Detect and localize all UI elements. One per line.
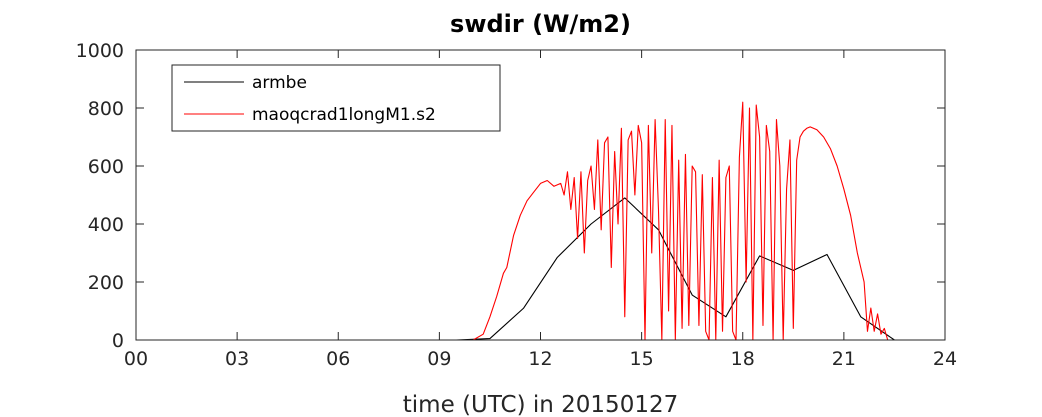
y-tick-label: 800 <box>88 98 124 120</box>
legend-label: maoqcrad1longM1.s2 <box>252 105 436 125</box>
chart-title: swdir (W/m2) <box>450 10 631 38</box>
y-tick-label: 1000 <box>76 40 124 62</box>
y-tick-label: 0 <box>112 330 124 352</box>
y-tick-label: 400 <box>88 214 124 236</box>
x-tick-label: 09 <box>427 348 451 370</box>
y-tick-label: 600 <box>88 156 124 178</box>
series-line-maoqcrad1longM1 <box>136 101 945 341</box>
x-tick-label: 18 <box>731 348 755 370</box>
legend: armbe maoqcrad1longM1.s2 <box>171 64 501 132</box>
x-tick-label: 15 <box>630 348 654 370</box>
x-tick-label: 21 <box>832 348 856 370</box>
y-tick-label: 200 <box>88 272 124 294</box>
series-line-armbe <box>136 197 945 341</box>
x-tick-label: 00 <box>124 348 148 370</box>
plot-area: 00 03 06 09 12 15 18 21 24 0 200 400 600 800 1000 armbe… <box>76 40 957 370</box>
x-tick-label: 06 <box>326 348 350 370</box>
legend-label: armbe <box>252 73 307 93</box>
x-tick-label: 03 <box>225 348 249 370</box>
x-tick-label: 12 <box>528 348 552 370</box>
x-axis-title: time (UTC) in 20150127 <box>403 392 678 417</box>
legend-box <box>171 64 501 132</box>
x-tick-label: 24 <box>933 348 957 370</box>
